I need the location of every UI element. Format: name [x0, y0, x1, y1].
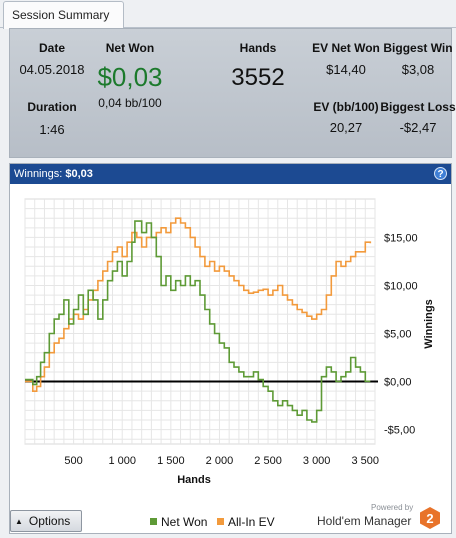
ev-bb-value: 20,27: [329, 120, 363, 135]
x-tick-label: 3 000: [303, 455, 331, 467]
y-tick-label: $15,00: [384, 232, 418, 244]
hands-label: Hands: [239, 41, 277, 55]
help-icon[interactable]: ?: [434, 167, 447, 180]
netwon-bb-value: 0,04 bb/100: [98, 96, 162, 110]
winnings-card: Winnings: $0,03 ? 500 1 000 1 500 2 000 2 50…: [9, 163, 452, 534]
all-in-ev-series-line: [25, 217, 372, 392]
chart-y-ticks: $15,00 $10,00 $5,00 $0,00 -$5,00: [384, 232, 418, 436]
ev-bb-label: EV (bb/100): [313, 100, 379, 114]
chart-grid: [24, 198, 376, 445]
chart-series: [25, 217, 372, 423]
netwon-label: Net Won: [105, 41, 155, 55]
legend-all-in-ev: All-In EV: [217, 515, 275, 529]
biggest-win-value: $3,08: [401, 62, 435, 77]
winnings-chart: 500 1 000 1 500 2 000 2 500 3 000 3 500 $15,00…: [24, 198, 435, 486]
holdem-manager-logo-icon: 2: [420, 507, 440, 529]
net-won-series-line: [25, 220, 371, 423]
x-tick-label: 2 000: [206, 455, 234, 467]
biggest-loss-label: Biggest Loss: [380, 100, 456, 114]
date-value: 04.05.2018: [19, 62, 85, 77]
caret-up-icon: ▲: [15, 517, 23, 526]
y-tick-label: $10,00: [384, 280, 418, 292]
legend-all-in-ev-swatch: [217, 518, 224, 525]
powered-by-text: Powered by: [371, 503, 414, 512]
session-summary-panel: Date 04.05.2018 Duration 1:46 Net Won $0…: [9, 28, 456, 158]
x-tick-label: 500: [64, 455, 82, 467]
winnings-header-label: Winnings:: [14, 168, 63, 180]
chart-x-ticks: 500 1 000 1 500 2 000 2 500 3 000 3 500: [64, 455, 379, 467]
duration-value: 1:46: [39, 122, 65, 137]
x-tick-label: 1 000: [108, 455, 136, 467]
x-tick-label: 1 500: [157, 455, 185, 467]
hands-value: 3552: [231, 64, 285, 91]
svg-text:2: 2: [426, 511, 433, 526]
x-tick-label: 3 500: [352, 455, 380, 467]
winnings-header-value: $0,03: [65, 168, 93, 180]
chart-y-axis-title: Winnings: [423, 299, 435, 348]
chart-x-axis-title: Hands: [177, 474, 211, 486]
winnings-header: Winnings: $0,03 ?: [10, 164, 451, 184]
legend-net-won-swatch: [150, 518, 157, 525]
options-button-label: Options: [28, 514, 71, 528]
tab-strip: Session Summary: [0, 0, 456, 29]
legend-net-won: Net Won: [150, 515, 207, 529]
duration-label: Duration: [27, 100, 77, 114]
biggest-win-label: Biggest Win: [383, 41, 453, 55]
y-tick-label: $0,00: [384, 377, 412, 389]
biggest-loss-value: -$2,47: [399, 120, 437, 135]
netwon-value: $0,03: [97, 62, 163, 92]
legend-net-won-label: Net Won: [161, 515, 208, 529]
ev-netwon-label: EV Net Won: [312, 41, 380, 55]
x-tick-label: 2 500: [254, 455, 282, 467]
date-label: Date: [38, 41, 65, 55]
ev-netwon-value: $14,40: [326, 62, 366, 77]
y-tick-label: -$5,00: [384, 425, 415, 437]
y-tick-label: $5,00: [384, 329, 412, 341]
options-button[interactable]: ▲ Options: [10, 510, 82, 532]
brand-name: Hold'em Manager: [317, 514, 412, 528]
tab-session-summary[interactable]: Session Summary: [3, 1, 124, 29]
legend-all-in-ev-label: All-In EV: [228, 515, 275, 529]
